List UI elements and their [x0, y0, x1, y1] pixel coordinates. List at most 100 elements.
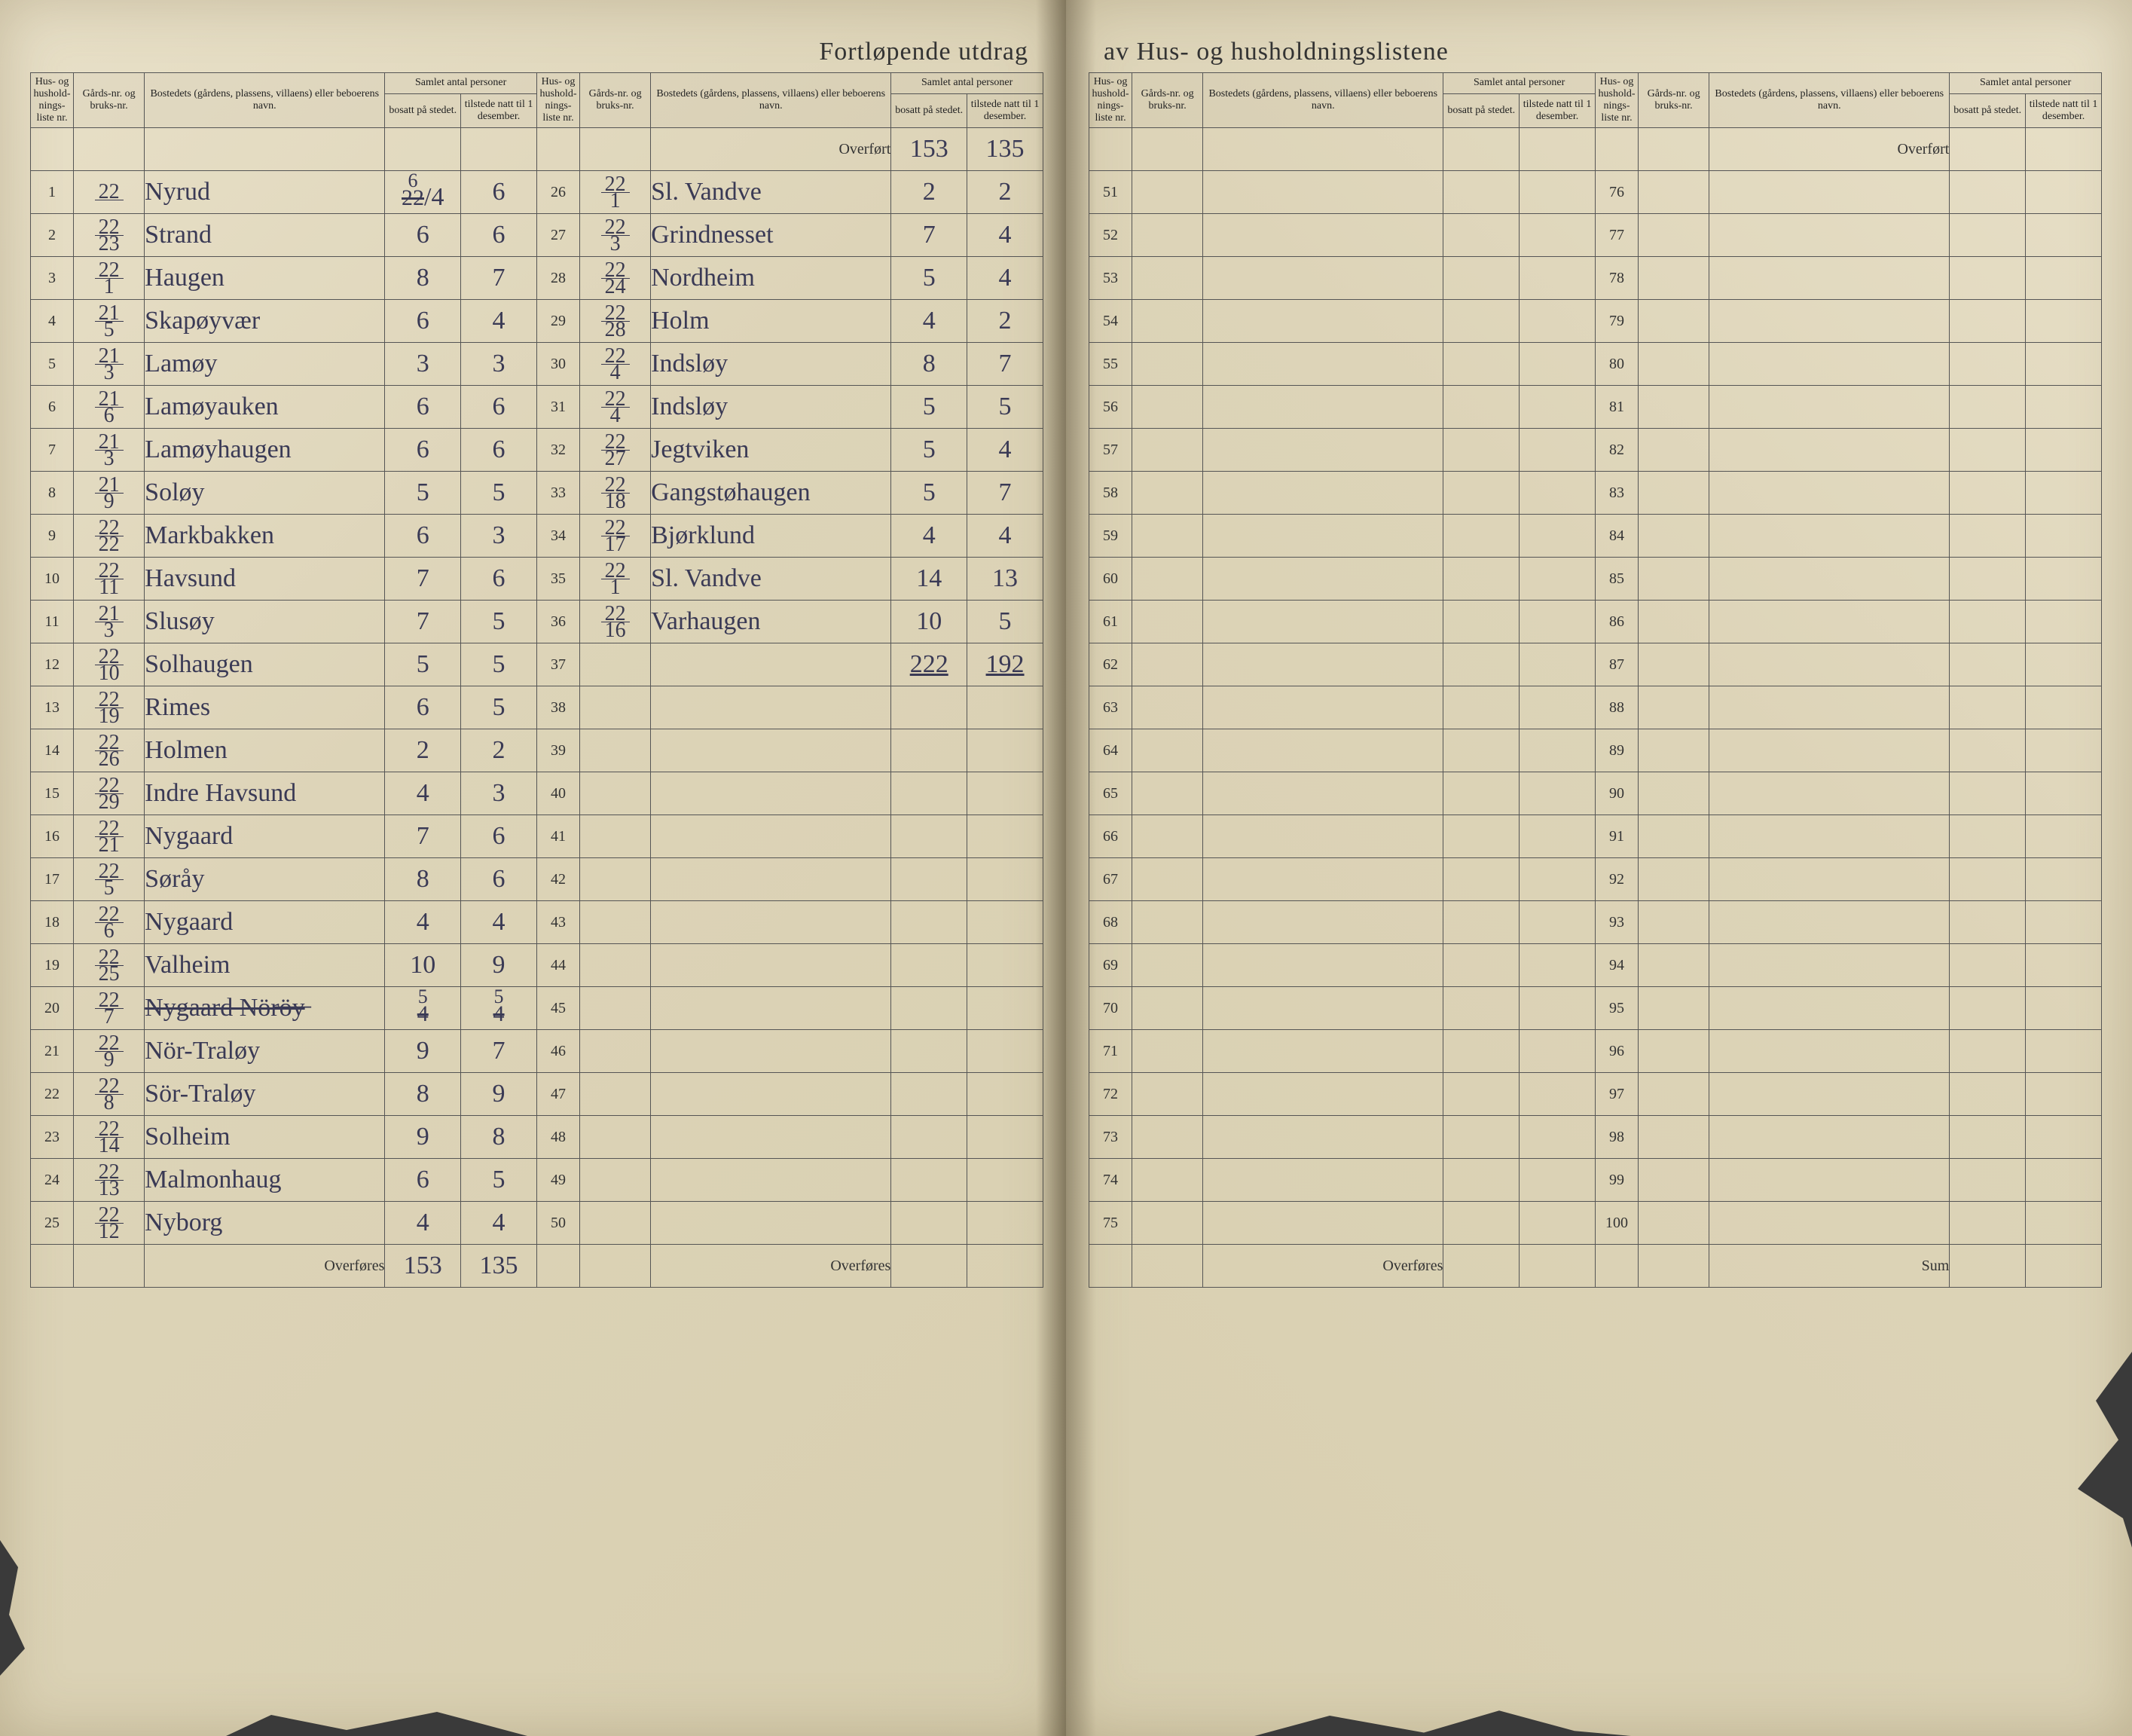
cell-gard: [1132, 987, 1203, 1030]
cell-gard: [1639, 1159, 1709, 1202]
cell-gard: [1132, 1116, 1203, 1159]
cell-bosatt: [1950, 815, 2026, 858]
cell-liste: 54: [1089, 300, 1132, 343]
cell-tilstede: [967, 729, 1043, 772]
table-row: 6216Lamøyauken6631224Indsløy55: [31, 386, 1043, 429]
cell-liste: 14: [31, 729, 74, 772]
cell-gard: [1639, 257, 1709, 300]
table-row: 5479: [1089, 300, 2102, 343]
cell-name: Nör-Traløy: [145, 1030, 385, 1073]
cell-gard: [580, 1030, 651, 1073]
cell-name: [1203, 1159, 1443, 1202]
cell-gard: 224: [580, 343, 651, 386]
cell-liste: 19: [31, 944, 74, 987]
cell-gard: 2217: [580, 515, 651, 558]
cell-gard: [1639, 386, 1709, 429]
cell-bosatt: [891, 815, 967, 858]
cell-bosatt: [1950, 300, 2026, 343]
cell-bosatt: 5: [891, 386, 967, 429]
cell-bosatt: [1950, 729, 2026, 772]
cell-gard: 219: [74, 472, 145, 515]
cell-liste: 26: [536, 171, 579, 214]
cell-tilstede: 6: [461, 858, 537, 901]
cell-liste: 69: [1089, 944, 1132, 987]
cell-name: [1203, 257, 1443, 300]
table-row: 4215Skapøyvær64292228Holm42: [31, 300, 1043, 343]
cell-tilstede: [2026, 1202, 2102, 1245]
cell-bosatt: 8: [891, 343, 967, 386]
cell-tilstede: 6: [461, 171, 537, 214]
carry-row: Overført: [1089, 128, 2102, 171]
cell-liste: 2: [31, 214, 74, 257]
cell-bosatt: 8: [385, 1073, 461, 1116]
cell-bosatt: [1443, 815, 1520, 858]
cell-liste: 15: [31, 772, 74, 815]
th-tilstede: tilstede natt til 1 desember.: [967, 93, 1043, 128]
cell-gard: 2210: [74, 643, 145, 686]
cell-name: [1709, 1202, 1950, 1245]
table-row: 11213Slusøy75362216Varhaugen105: [31, 601, 1043, 643]
cell-tilstede: 13: [967, 558, 1043, 601]
cell-tilstede: [967, 858, 1043, 901]
cell-bosatt: [1950, 772, 2026, 815]
cell-gard: [1639, 1030, 1709, 1073]
cell-bosatt: 4: [385, 772, 461, 815]
cell-name: [1709, 729, 1950, 772]
cell-bosatt: [1950, 386, 2026, 429]
cell-liste: 28: [536, 257, 579, 300]
cell-bosatt: [1950, 429, 2026, 472]
th-bosted: Bostedets (gårdens, plassens, villaens) …: [145, 73, 385, 128]
cell-liste: 43: [536, 901, 579, 944]
cell-liste: 68: [1089, 901, 1132, 944]
cell-gard: 2226: [74, 729, 145, 772]
cell-gard: [1132, 643, 1203, 686]
cell-gard: [1132, 858, 1203, 901]
cell-liste: 6: [31, 386, 74, 429]
cell-gard: [1132, 772, 1203, 815]
cell-gard: [1639, 686, 1709, 729]
cell-bosatt: [1950, 1159, 2026, 1202]
cell-bosatt: [1443, 601, 1520, 643]
table-row: 6287: [1089, 643, 2102, 686]
cell-bosatt: 5: [891, 429, 967, 472]
page-right: av Hus- og husholdningslistene Hus- og h…: [1066, 0, 2132, 1736]
cell-bosatt: [1950, 343, 2026, 386]
cell-bosatt: [1443, 214, 1520, 257]
ledger-table-left: Hus- og hushold-nings-liste nr. Gårds-nr…: [30, 72, 1043, 1288]
cell-name: Rimes: [145, 686, 385, 729]
cell-liste: 74: [1089, 1159, 1132, 1202]
cell-tilstede: [2026, 558, 2102, 601]
cell-gard: 213: [74, 429, 145, 472]
cell-name: Indsløy: [651, 386, 891, 429]
cell-tilstede: [1520, 858, 1596, 901]
cell-tilstede: 6: [461, 558, 537, 601]
cell-name: [1203, 1030, 1443, 1073]
overfores-label: Overføres: [651, 1245, 891, 1288]
table-row: 8219Soløy55332218Gangstøhaugen57: [31, 472, 1043, 515]
cell-tilstede: 2: [967, 300, 1043, 343]
cell-tilstede: [1520, 558, 1596, 601]
cell-liste: 96: [1595, 1030, 1638, 1073]
footer-bosatt: [1443, 1245, 1520, 1288]
cell-tilstede: [2026, 858, 2102, 901]
cell-gard: 225: [74, 858, 145, 901]
table-row: 192225Valheim10944: [31, 944, 1043, 987]
table-row: 92222Markbakken63342217Bjørklund44: [31, 515, 1043, 558]
cell-bosatt: [891, 772, 967, 815]
cell-gard: [1639, 643, 1709, 686]
th-bosatt: bosatt på stedet.: [385, 93, 461, 128]
cell-gard: 213: [74, 601, 145, 643]
cell-name: [1203, 772, 1443, 815]
cell-name: [651, 858, 891, 901]
cell-bosatt: [1443, 558, 1520, 601]
cell-name: [1709, 944, 1950, 987]
cell-liste: 67: [1089, 858, 1132, 901]
cell-bosatt: [1950, 643, 2026, 686]
cell-bosatt: [1443, 1116, 1520, 1159]
cell-liste: 48: [536, 1116, 579, 1159]
cell-bosatt: 4: [891, 300, 967, 343]
cell-name: Slusøy: [145, 601, 385, 643]
cell-gard: 221: [580, 558, 651, 601]
cell-bosatt: 7: [891, 214, 967, 257]
table-body-left: Overført153135122Nyrud622/4626221Sl. Van…: [31, 128, 1043, 1288]
